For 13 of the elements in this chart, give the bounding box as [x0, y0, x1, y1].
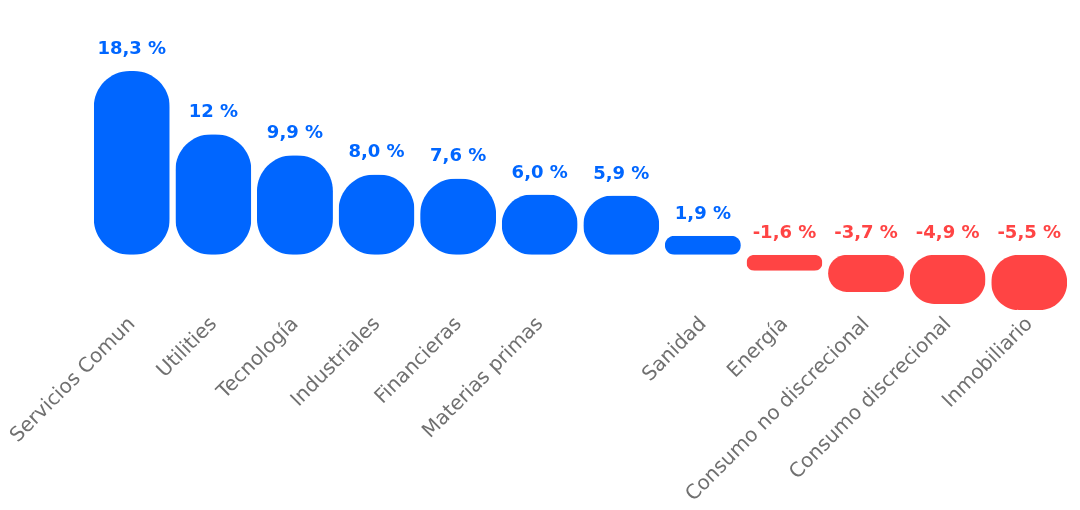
data-label: 18,3 %: [97, 37, 167, 58]
data-label: 1,9 %: [674, 201, 731, 223]
data-label: 9,9 %: [266, 121, 324, 143]
data-label: -4,9 %: [915, 220, 980, 242]
data-label: -1,6 %: [752, 220, 817, 242]
data-label: 6,0 %: [511, 160, 568, 182]
data-label: -3,7 %: [834, 220, 898, 242]
data-label: -5,5 %: [997, 220, 1062, 242]
data-label: 12 %: [188, 100, 239, 122]
data-label: 8,0 %: [348, 140, 405, 162]
data-label: 5,9 %: [593, 161, 650, 183]
data-label: 7,6 %: [430, 144, 487, 166]
bar: [93, 71, 170, 255]
